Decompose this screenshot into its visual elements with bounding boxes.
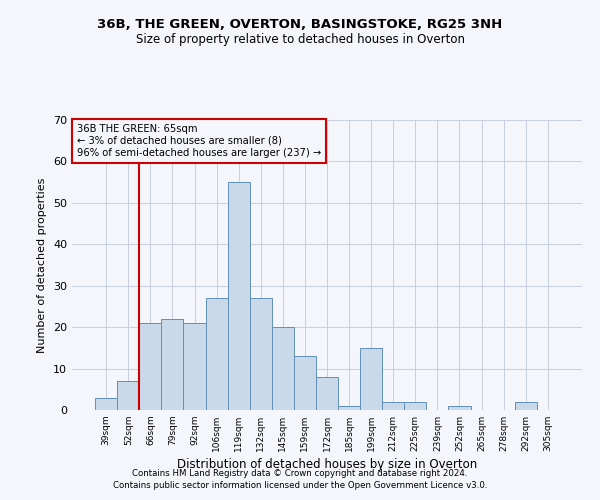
Text: Contains public sector information licensed under the Open Government Licence v3: Contains public sector information licen… <box>113 481 487 490</box>
Bar <box>382 402 404 410</box>
Text: 36B THE GREEN: 65sqm
← 3% of detached houses are smaller (8)
96% of semi-detache: 36B THE GREEN: 65sqm ← 3% of detached ho… <box>77 124 322 158</box>
Bar <box>139 323 161 410</box>
Bar <box>404 402 427 410</box>
Bar <box>294 356 316 410</box>
Bar <box>360 348 382 410</box>
Y-axis label: Number of detached properties: Number of detached properties <box>37 178 47 352</box>
Bar <box>515 402 537 410</box>
Bar <box>206 298 227 410</box>
Bar <box>448 406 470 410</box>
Bar <box>227 182 250 410</box>
Text: 36B, THE GREEN, OVERTON, BASINGSTOKE, RG25 3NH: 36B, THE GREEN, OVERTON, BASINGSTOKE, RG… <box>97 18 503 30</box>
Bar <box>338 406 360 410</box>
X-axis label: Distribution of detached houses by size in Overton: Distribution of detached houses by size … <box>177 458 477 471</box>
Bar <box>250 298 272 410</box>
Bar <box>95 398 117 410</box>
Bar <box>161 319 184 410</box>
Bar <box>117 381 139 410</box>
Bar <box>184 323 206 410</box>
Bar <box>272 327 294 410</box>
Bar <box>316 377 338 410</box>
Text: Size of property relative to detached houses in Overton: Size of property relative to detached ho… <box>136 32 464 46</box>
Text: Contains HM Land Registry data © Crown copyright and database right 2024.: Contains HM Land Registry data © Crown c… <box>132 468 468 477</box>
